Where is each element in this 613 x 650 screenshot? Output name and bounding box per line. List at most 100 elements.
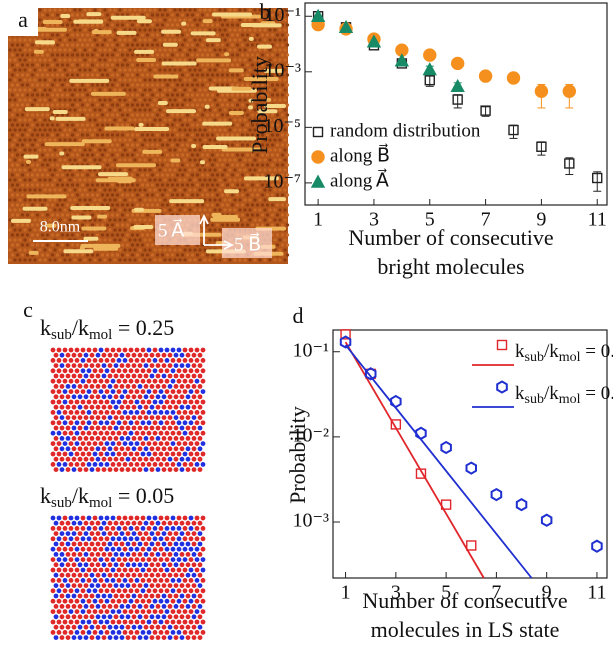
lattice-site (110, 536, 116, 542)
point (478, 69, 493, 83)
texture (113, 38, 117, 42)
x-tick-label: 3 (391, 582, 401, 604)
bright-row (46, 223, 57, 228)
texture (253, 198, 257, 202)
lattice-site (119, 583, 125, 588)
texture (218, 148, 222, 152)
texture (8, 38, 12, 42)
texture (218, 78, 222, 82)
texture (85, 153, 90, 157)
texture (78, 8, 82, 12)
texture (165, 123, 170, 127)
texture (123, 258, 127, 262)
texture (140, 83, 145, 87)
texture (255, 223, 260, 227)
lattice-site (200, 526, 206, 531)
texture (255, 193, 260, 197)
lattice-site (122, 578, 128, 583)
lattice-site (101, 436, 107, 441)
texture (13, 228, 17, 232)
lattice-site (74, 515, 80, 521)
texture (135, 83, 140, 87)
lattice-site (71, 572, 77, 578)
lattice-site (170, 630, 176, 635)
texture (48, 98, 52, 102)
lattice-site (92, 619, 98, 625)
texture (228, 28, 232, 32)
lattice-site (107, 425, 113, 431)
texture (250, 123, 255, 127)
texture (60, 183, 65, 187)
lattice-site (86, 368, 92, 374)
texture (220, 163, 225, 167)
panel-letter: c (23, 297, 33, 322)
lattice-site (131, 604, 137, 609)
texture (265, 33, 270, 37)
texture (63, 218, 67, 222)
lattice-site (185, 520, 191, 526)
texture (10, 113, 15, 117)
texture (278, 128, 282, 132)
texture (53, 78, 57, 82)
texture (233, 168, 237, 172)
lattice-site (110, 588, 116, 594)
texture (50, 63, 55, 67)
texture (48, 148, 52, 152)
lattice-site (92, 389, 98, 394)
texture (285, 23, 290, 27)
texture (283, 238, 287, 242)
lattice-site (191, 552, 197, 557)
lattice-site (137, 425, 143, 431)
texture (125, 133, 130, 137)
texture (50, 73, 55, 77)
texture (123, 168, 127, 172)
texture (223, 178, 227, 182)
texture (153, 18, 157, 22)
texture (65, 233, 70, 237)
texture (55, 33, 60, 37)
texture (275, 13, 280, 17)
lattice-site (128, 378, 134, 384)
texture (68, 178, 72, 182)
lattice-site (74, 358, 80, 363)
lattice-site (128, 430, 134, 436)
texture (275, 173, 280, 177)
texture (70, 93, 75, 97)
texture (15, 123, 20, 127)
texture (193, 118, 197, 122)
texture (145, 243, 150, 247)
lattice-site (86, 441, 92, 446)
texture (148, 98, 152, 102)
texture (205, 53, 210, 57)
lattice-site (71, 394, 77, 400)
texture (143, 238, 147, 242)
texture (193, 28, 197, 32)
lattice-site (104, 451, 110, 457)
texture (110, 233, 115, 237)
lattice-site (176, 536, 182, 542)
texture (225, 153, 230, 157)
x-tick-label: 1 (341, 582, 351, 604)
lattice-site (176, 368, 182, 374)
lattice-site (98, 557, 104, 562)
lattice-site (101, 552, 107, 557)
texture (120, 123, 125, 127)
lattice-site (158, 598, 164, 604)
texture (200, 173, 205, 177)
texture (283, 128, 287, 132)
texture (260, 63, 265, 67)
lattice-site (110, 347, 116, 353)
texture (118, 258, 122, 262)
texture (248, 48, 252, 52)
texture (208, 78, 212, 82)
texture (210, 163, 215, 167)
texture (280, 53, 285, 57)
texture (113, 198, 117, 202)
lattice-site (179, 593, 185, 599)
texture (85, 183, 90, 187)
texture (165, 33, 170, 37)
lattice-site (107, 467, 113, 472)
lattice-site (173, 531, 179, 536)
texture (43, 218, 47, 222)
bright-row (248, 98, 254, 103)
